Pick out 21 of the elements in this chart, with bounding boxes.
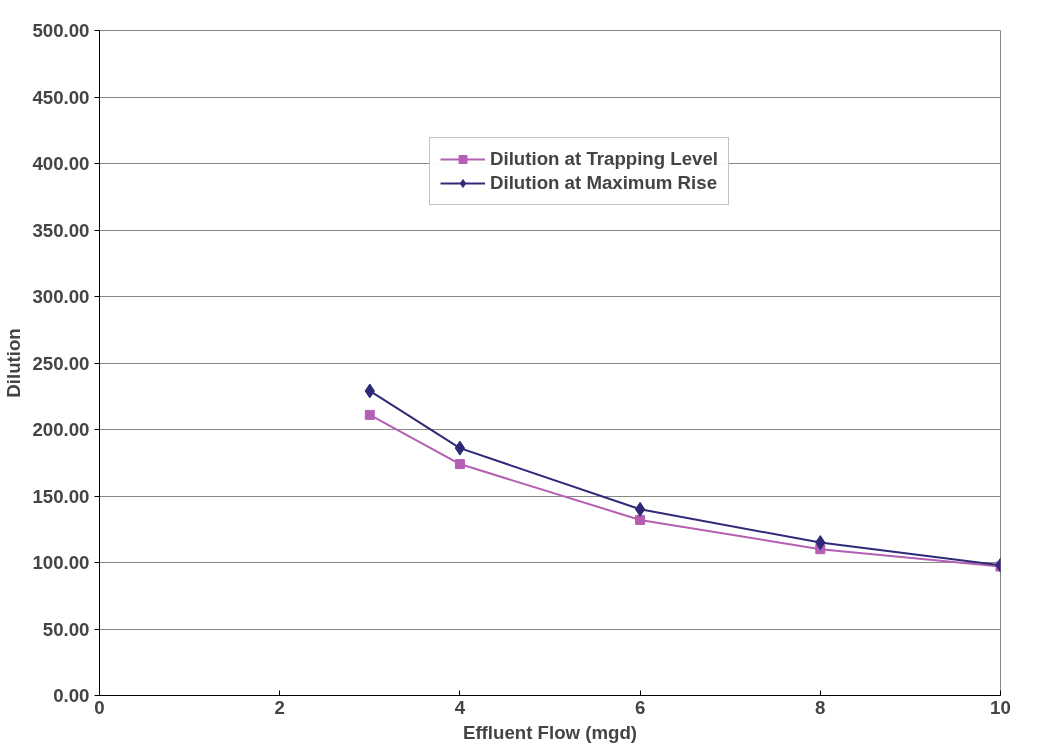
x-tick-label: 4 bbox=[454, 696, 466, 718]
y-tick-label: 150.00 bbox=[32, 485, 90, 507]
x-tick-label: 6 bbox=[634, 696, 646, 718]
y-tick-label: 50.00 bbox=[42, 618, 90, 640]
x-tick-label: 10 bbox=[990, 696, 1011, 718]
y-tick-label: 200.00 bbox=[32, 419, 90, 440]
legend-label: Dilution at Maximum Rise bbox=[490, 172, 718, 194]
y-axis-title: Dilution bbox=[3, 328, 25, 398]
y-tick-label: 300.00 bbox=[32, 286, 90, 307]
y-tick-label: 250.00 bbox=[32, 352, 90, 374]
y-tick-label: 500.00 bbox=[32, 20, 90, 41]
legend-label: Dilution at Trapping Level bbox=[490, 148, 719, 170]
y-tick-label: 350.00 bbox=[32, 219, 90, 241]
y-tick-label: 0.00 bbox=[53, 685, 90, 706]
x-tick-label: 8 bbox=[815, 696, 826, 718]
x-axis-title: Effluent Flow (mgd) bbox=[462, 721, 638, 743]
x-tick-label: 0 bbox=[94, 696, 105, 718]
y-tick-label: 400.00 bbox=[32, 153, 90, 174]
y-tick-label: 450.00 bbox=[32, 86, 90, 108]
x-tick-label: 2 bbox=[274, 696, 285, 718]
y-tick-label: 100.00 bbox=[32, 552, 90, 573]
